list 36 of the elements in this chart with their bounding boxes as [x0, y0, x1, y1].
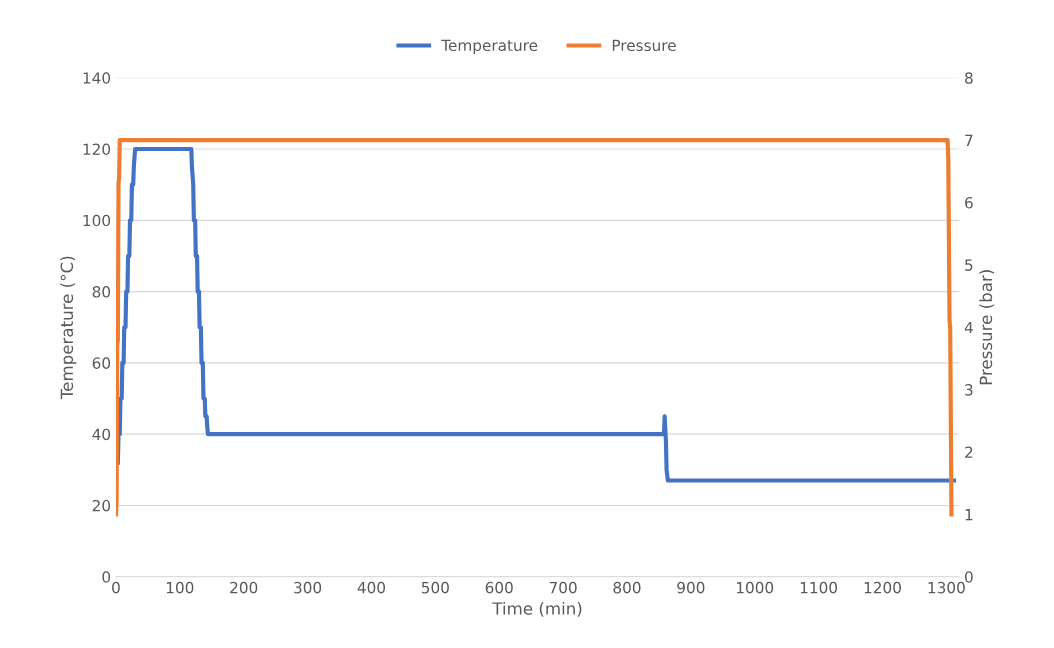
- y-tick-label: 20: [92, 499, 111, 512]
- x-tick-label: 300: [294, 581, 322, 594]
- y2-tick-label: 2: [965, 446, 973, 458]
- x-tick-label: 400: [357, 581, 386, 594]
- x-axis-title: Time (min): [492, 601, 582, 617]
- x-tick-label: 500: [421, 581, 449, 594]
- y-tick-label: 140: [83, 72, 111, 84]
- x-tick-label: 800: [613, 581, 641, 594]
- y-tick-label: 40: [92, 428, 111, 441]
- legend-label: Pressure: [612, 39, 676, 52]
- x-tick-label: 700: [549, 581, 577, 594]
- y2-tick-label: 1: [965, 509, 973, 521]
- y-tick-label: 60: [92, 357, 111, 369]
- y2-tick-label: 0: [965, 571, 973, 583]
- x-tick-label: 200: [230, 581, 258, 594]
- y2-tick-label: 7: [965, 134, 973, 146]
- x-tick-label: 100: [166, 581, 194, 594]
- y2-tick-label: 8: [965, 72, 973, 84]
- y2-tick-label: 5: [965, 259, 973, 271]
- y2-tick-label: 6: [965, 196, 973, 209]
- x-tick-label: 1100: [800, 581, 838, 594]
- x-tick-label: 900: [677, 581, 705, 594]
- x-tick-label: 0: [112, 581, 120, 594]
- y-tick-label: 0: [102, 571, 111, 583]
- x-tick-label: 1000: [736, 581, 774, 594]
- x-tick-label: 600: [485, 581, 513, 594]
- y2-tick-label: 3: [965, 384, 973, 396]
- y2-tick-label: 4: [964, 321, 973, 334]
- y-tick-label: 80: [92, 286, 111, 298]
- y-tick-label: 120: [83, 143, 111, 156]
- y-tick-label: 100: [83, 214, 111, 227]
- legend-label: Temperature: [441, 39, 538, 55]
- x-tick-label: 1300: [928, 581, 965, 594]
- y-axis-title: Temperature (°C): [60, 256, 77, 400]
- y2-axis-title: Pressure (bar): [979, 270, 995, 385]
- x-tick-label: 1200: [864, 581, 901, 594]
